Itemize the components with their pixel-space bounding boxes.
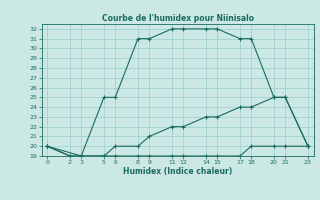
X-axis label: Humidex (Indice chaleur): Humidex (Indice chaleur) [123, 167, 232, 176]
Title: Courbe de l'humidex pour Niinisalo: Courbe de l'humidex pour Niinisalo [101, 14, 254, 23]
